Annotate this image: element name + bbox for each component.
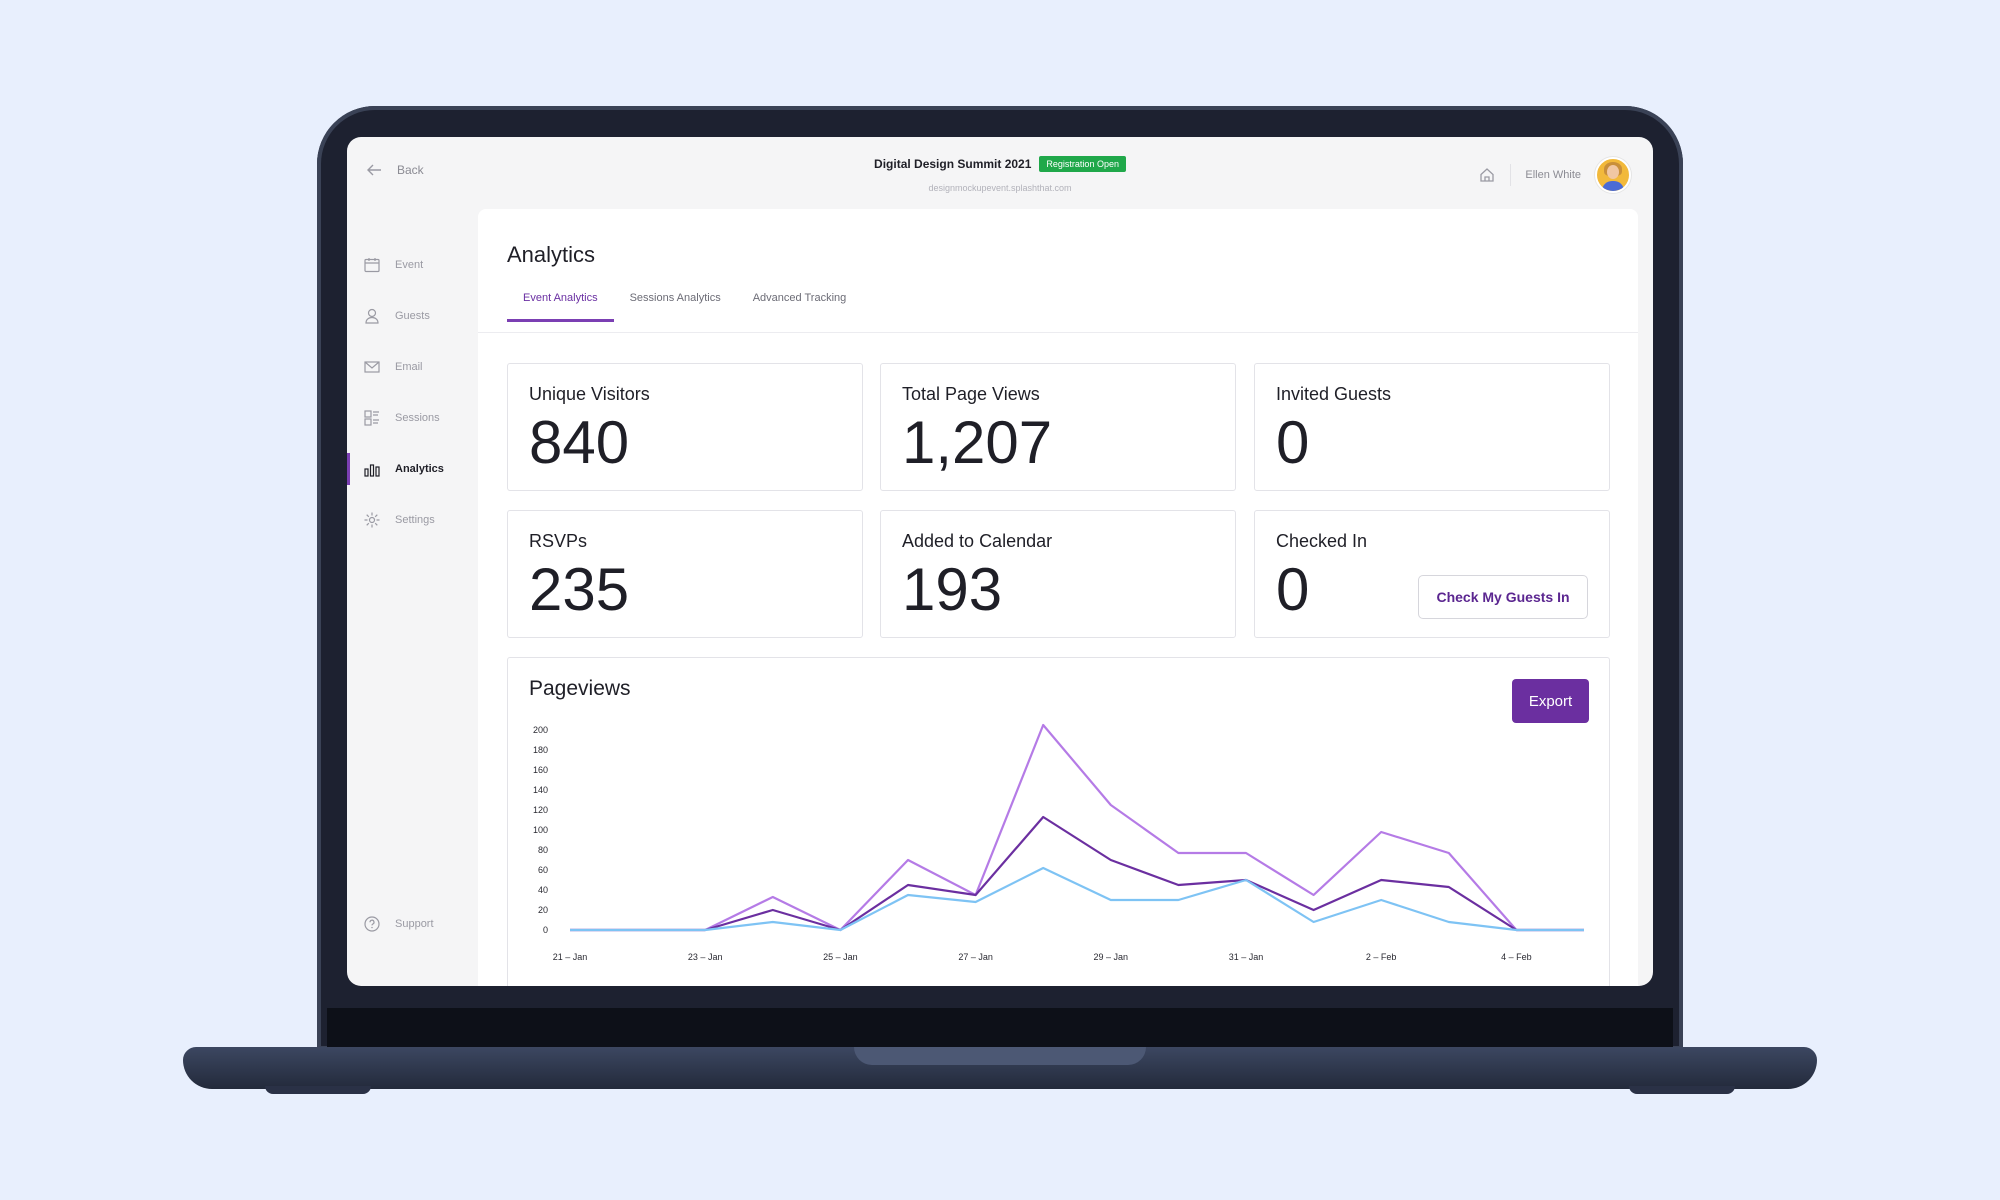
laptop-notch [854,1047,1146,1065]
sidebar-item-label: Event [395,259,424,271]
app-screen: Back Digital Design Summit 2021 Registra… [347,137,1653,986]
stat-label: Invited Guests [1276,384,1392,404]
calendar-icon [364,258,380,273]
laptop-foot-right [1629,1086,1735,1094]
stat-label: Added to Calendar [902,531,1053,551]
help-icon [364,916,380,932]
sidebar-item-label: Sessions [395,412,440,424]
back-label: Back [397,163,424,177]
laptop-hinge [327,1008,1673,1048]
tabs-divider [478,332,1638,333]
stat-card-unique-visitors: Unique Visitors 840 [507,363,863,491]
tab-event-analytics[interactable]: Event Analytics [507,289,614,322]
stat-card-total-page-views: Total Page Views 1,207 [880,363,1236,491]
sidebar-item-analytics[interactable]: Analytics [347,449,475,489]
avatar[interactable] [1595,157,1631,193]
stat-label: Unique Visitors [529,384,650,404]
y-tick-label: 20 [538,905,548,915]
arrow-left-icon [367,164,381,176]
export-button[interactable]: Export [1512,679,1589,723]
event-title: Digital Design Summit 2021 [874,157,1032,171]
divider [1510,164,1512,186]
tab-advanced-tracking[interactable]: Advanced Tracking [752,292,847,304]
y-tick-label: 180 [533,745,548,755]
x-tick-label: 25 – Jan [823,952,858,962]
x-tick-label: 29 – Jan [1094,952,1129,962]
sidebar-item-label: Guests [395,310,430,322]
y-tick-label: 140 [533,785,548,795]
stat-card-invited-guests: Invited Guests 0 [1254,363,1610,491]
sidebar-item-label: Settings [395,514,435,526]
stat-card-checked-in: Checked In 0 Check My Guests In [1254,510,1610,638]
stat-value: 0 [1276,409,1310,476]
stat-value: 193 [902,556,1003,623]
x-tick-label: 2 – Feb [1366,952,1397,962]
y-tick-label: 60 [538,865,548,875]
home-icon[interactable] [1478,166,1496,184]
sidebar-item-sessions[interactable]: Sessions [347,398,475,438]
x-tick-label: 31 – Jan [1229,952,1264,962]
tab-bar: Event Analytics Sessions Analytics Advan… [507,289,862,322]
x-tick-label: 27 – Jan [958,952,993,962]
y-tick-label: 120 [533,805,548,815]
stat-card-added-to-calendar: Added to Calendar 193 [880,510,1236,638]
stat-label: Checked In [1276,531,1368,551]
pageviews-line-chart: 0 20 40 60 80 100 120 140 160 180 200 21 – Jan 23 – … [533,723,1584,962]
user-name[interactable]: Ellen White [1525,169,1581,181]
tab-sessions-analytics[interactable]: Sessions Analytics [629,292,721,304]
support-label: Support [395,918,434,930]
x-tick-label: 21 – Jan [553,952,588,962]
sidebar-item-support[interactable]: Support [347,904,475,944]
series-line-3 [570,866,1584,932]
y-tick-label: 80 [538,845,548,855]
stat-value: 235 [529,556,630,623]
user-tools: Ellen White [1478,157,1631,193]
stat-value: 840 [529,409,630,476]
event-header: Digital Design Summit 2021 Registration … [347,155,1653,193]
stat-value: 0 [1276,556,1310,623]
sidebar-item-label: Analytics [395,463,444,475]
gear-icon [364,512,380,528]
sessions-icon [364,410,379,426]
y-tick-label: 0 [543,925,548,935]
y-tick-label: 100 [533,825,548,835]
chart-title: Pageviews [529,677,631,700]
top-bar: Back Digital Design Summit 2021 Registra… [347,137,1653,209]
stat-value: 1,207 [902,409,1053,476]
sidebar-item-label: Email [395,361,423,373]
sidebar-item-event[interactable]: Event [347,245,475,285]
y-tick-label: 160 [533,765,548,775]
stat-label: Total Page Views [902,384,1040,404]
bar-chart-icon [364,464,380,477]
series-line-2 [570,815,1584,932]
analytics-panel: Analytics Event Analytics Sessions Analy… [478,209,1638,986]
sidebar: Event Guests Email Sessions Analytics Se… [347,209,475,986]
sidebar-item-email[interactable]: Email [347,347,475,387]
sidebar-item-guests[interactable]: Guests [347,296,475,336]
x-tick-label: 4 – Feb [1501,952,1532,962]
status-badge: Registration Open [1039,156,1126,172]
series-line-1 [570,723,1584,932]
x-tick-label: 23 – Jan [688,952,723,962]
stat-label: RSVPs [529,531,588,551]
y-tick-label: 40 [538,885,548,895]
page-title: Analytics [507,242,596,267]
back-button[interactable]: Back [365,161,424,179]
pageviews-chart-card: Pageviews Export 0 20 40 60 80 100 120 140 160 18… [507,657,1610,986]
stat-card-rsvps: RSVPs 235 [507,510,863,638]
mail-icon [364,361,380,373]
y-tick-label: 200 [533,725,548,735]
laptop-foot-left [265,1086,371,1094]
check-guests-in-button[interactable]: Check My Guests In [1418,575,1588,619]
sidebar-item-settings[interactable]: Settings [347,500,475,540]
event-url[interactable]: designmockupevent.splashthat.com [928,183,1072,193]
user-icon [365,308,379,324]
